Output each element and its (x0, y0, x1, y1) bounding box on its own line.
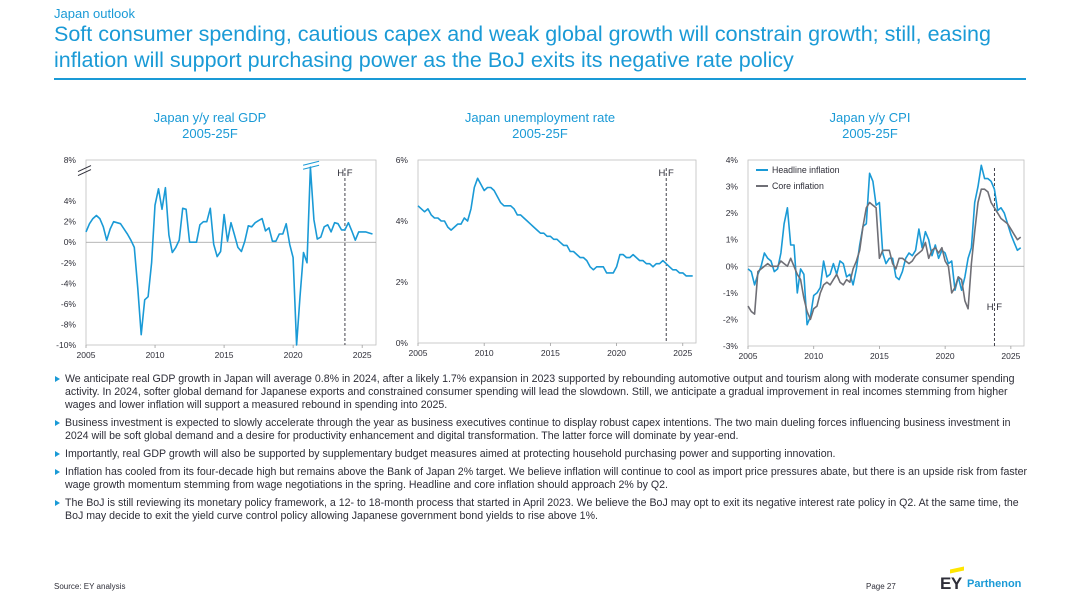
cpi-y-tick-label: -3% (723, 341, 739, 351)
page-number: Page 27 (866, 582, 896, 591)
unemployment-chart-subtitle: 2005-25F (512, 126, 568, 141)
cpi-y-tick-label: 4% (726, 155, 739, 165)
unemployment-y-tick-label: 4% (396, 216, 409, 226)
gdp-chart-title: Japan y/y real GDP (153, 110, 267, 125)
unemployment-x-tick-label: 2015 (541, 348, 560, 358)
gdp-y-tick-label: 8% (64, 155, 77, 165)
commentary-item: Importantly, real GDP growth will also b… (54, 448, 1034, 461)
gdp-y-tick-label: -4% (61, 278, 77, 288)
unemployment-x-tick-label: 2025 (673, 348, 692, 358)
cpi-x-tick-label: 2005 (739, 351, 758, 361)
cpi-chart-title: Japan y/y CPI (829, 110, 911, 125)
charts-canvas: 8%4%2%0%-2%-4%-6%-8%-10%2005 2010 2015 2020… (56, 155, 1025, 361)
unemployment-x-tick-label: 2020 (607, 348, 626, 358)
unemployment-y-tick-label: 0% (396, 338, 409, 348)
gdp-forecast-label: H F (337, 168, 353, 179)
unemployment-chart-title-block: Japan unemployment rate 2005-25F (430, 110, 650, 142)
cpi-series-line-secondary (747, 188, 1022, 321)
gdp-y-tick-label: 2% (64, 217, 77, 227)
unemployment-x-tick-label: 2010 (475, 348, 494, 358)
cpi-x-tick-label: 2015 (870, 351, 889, 361)
unemployment-series-line-primary (417, 177, 693, 277)
gdp-chart: 8% 4% 2% 0% -2% -4% -6% -8% -10%2005 2010 2015 2020… (56, 155, 377, 360)
cpi-chart: 4% 3% 2% 1% 0% -1% -2% -3%2005 2010 2015 2020 2025 H… (723, 155, 1025, 361)
gdp-chart-title-block: Japan y/y real GDP 2005-25F (100, 110, 320, 142)
gdp-x-tick-label: 2020 (284, 350, 303, 360)
gdp-x-tick-label: 2005 (77, 350, 96, 360)
commentary-item: The BoJ is still reviewing its monetary … (54, 497, 1034, 523)
gdp-y-tick-label: -10% (56, 340, 76, 350)
cpi-y-tick-label: -1% (723, 288, 739, 298)
gdp-y-tick-label: -6% (61, 299, 77, 309)
cpi-chart-title-block: Japan y/y CPI 2005-25F (760, 110, 980, 142)
cpi-chart-subtitle: 2005-25F (842, 126, 898, 141)
unemployment-forecast-label: H F (659, 168, 675, 179)
commentary-list: We anticipate real GDP growth in Japan w… (54, 373, 1034, 528)
cpi-plot-frame (747, 159, 1025, 347)
source-note: Source: EY analysis (54, 582, 126, 591)
cpi-series-line-primary (747, 164, 1022, 326)
cpi-y-tick-label: 0% (726, 261, 739, 271)
cpi-legend-label: Core inflation (772, 181, 824, 191)
logo-ey-text: EY (940, 574, 962, 593)
cpi-x-tick-label: 2020 (936, 351, 955, 361)
unemployment-plot-frame (417, 159, 697, 344)
cpi-forecast-label: H F (987, 302, 1003, 313)
unemployment-y-tick-label: 6% (396, 155, 409, 165)
cpi-x-tick-label: 2010 (804, 351, 823, 361)
cpi-y-tick-label: 3% (726, 182, 739, 192)
unemployment-x-tick-label: 2005 (409, 348, 428, 358)
gdp-x-tick-label: 2010 (146, 350, 165, 360)
gdp-chart-subtitle: 2005-25F (182, 126, 238, 141)
page-title: Soft consumer spending, cautious capex a… (54, 22, 991, 72)
commentary-item: Inflation has cooled from its four-decad… (54, 466, 1034, 492)
unemployment-chart-title: Japan unemployment rate (464, 110, 616, 125)
logo-parthenon-text: Parthenon (967, 578, 1022, 590)
commentary-item: We anticipate real GDP growth in Japan w… (54, 373, 1034, 412)
commentary-item: Business investment is expected to slowl… (54, 417, 1034, 443)
gdp-y-tick-label: -8% (61, 319, 77, 329)
cpi-y-tick-label: 1% (726, 235, 739, 245)
gdp-axis-break-mark (77, 169, 92, 177)
cpi-y-tick-label: -2% (723, 314, 739, 324)
gdp-x-tick-label: 2015 (215, 350, 234, 360)
gdp-y-tick-label: 4% (64, 196, 77, 206)
unemployment-chart: 6% 4% 2% 0%2005 2010 2015 2020 2025 H F (396, 155, 697, 358)
unemployment-y-tick-label: 2% (396, 277, 409, 287)
gdp-axis-break-mark (77, 165, 92, 173)
gdp-y-tick-label: 0% (64, 237, 77, 247)
title-rule (54, 78, 1026, 80)
gdp-plot-frame (85, 159, 377, 346)
logo-yellow-bar (950, 566, 964, 574)
gdp-y-tick-label: -2% (61, 258, 77, 268)
cpi-y-tick-label: 2% (726, 208, 739, 218)
gdp-x-tick-label: 2025 (353, 350, 372, 360)
cpi-legend-label: Headline inflation (772, 165, 840, 175)
gdp-series-line-primary (85, 166, 373, 346)
gdp-series-break-mark (302, 160, 320, 166)
section-kicker: Japan outlook (54, 6, 135, 21)
cpi-x-tick-label: 2025 (1001, 351, 1020, 361)
